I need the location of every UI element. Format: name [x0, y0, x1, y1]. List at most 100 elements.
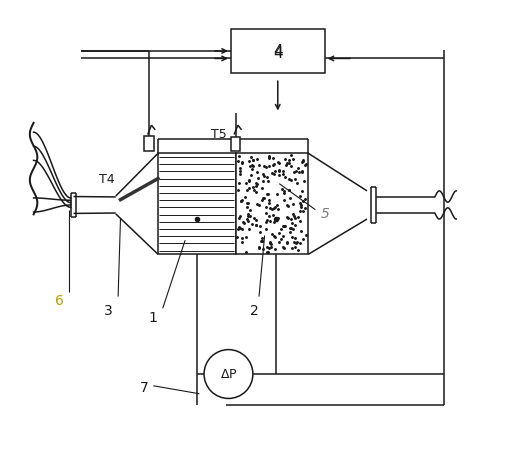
Point — [252, 216, 261, 223]
Point — [240, 219, 248, 227]
Point — [294, 246, 302, 253]
Point — [276, 167, 284, 174]
Point — [286, 225, 294, 232]
Point — [269, 219, 278, 226]
Point — [280, 222, 288, 229]
Point — [283, 213, 291, 221]
Point — [300, 178, 308, 185]
Point — [294, 164, 302, 171]
Point — [274, 205, 282, 212]
Point — [302, 231, 310, 239]
Point — [275, 238, 283, 246]
Point — [298, 168, 307, 176]
Point — [252, 188, 260, 195]
Point — [286, 215, 295, 223]
Point — [284, 214, 293, 222]
Point — [243, 200, 252, 207]
Point — [245, 177, 253, 184]
Point — [257, 237, 265, 244]
Point — [269, 211, 278, 219]
Point — [242, 186, 251, 194]
Point — [263, 217, 271, 224]
Point — [234, 158, 242, 165]
Point — [250, 187, 258, 194]
Point — [294, 213, 302, 221]
Point — [275, 159, 283, 167]
Point — [269, 233, 278, 240]
Point — [275, 166, 283, 174]
Point — [258, 196, 266, 203]
Bar — [144, 136, 154, 151]
Point — [252, 221, 261, 228]
Point — [244, 157, 253, 165]
Point — [291, 215, 299, 222]
Point — [247, 153, 255, 161]
Point — [275, 171, 283, 179]
Point — [248, 220, 256, 228]
Bar — [236, 154, 308, 254]
Point — [291, 175, 299, 183]
Point — [243, 199, 251, 207]
Point — [235, 153, 243, 160]
Point — [288, 244, 296, 252]
Point — [296, 217, 304, 224]
Point — [236, 170, 244, 178]
Point — [296, 199, 304, 206]
Point — [281, 173, 290, 180]
Point — [235, 179, 243, 187]
Text: 1: 1 — [149, 311, 158, 325]
Point — [266, 238, 274, 246]
Point — [249, 156, 257, 163]
Point — [244, 177, 253, 185]
Point — [264, 177, 272, 185]
Point — [263, 243, 271, 251]
Point — [283, 202, 291, 209]
Point — [265, 162, 274, 170]
Point — [285, 160, 293, 167]
Point — [238, 196, 246, 204]
Point — [255, 162, 263, 169]
Point — [273, 190, 281, 198]
Point — [298, 157, 307, 164]
Point — [258, 235, 266, 242]
Point — [301, 162, 309, 169]
Point — [284, 186, 293, 194]
Point — [262, 218, 270, 226]
Point — [296, 239, 304, 246]
Point — [270, 160, 278, 167]
Point — [271, 233, 280, 241]
Point — [254, 174, 262, 182]
Point — [300, 195, 309, 203]
Point — [287, 177, 296, 184]
Point — [238, 238, 247, 246]
Point — [238, 235, 246, 242]
Point — [270, 203, 279, 211]
Point — [289, 210, 297, 218]
Point — [277, 236, 285, 243]
Point — [296, 207, 305, 215]
Point — [264, 191, 272, 198]
Point — [279, 170, 287, 178]
Point — [273, 202, 281, 209]
Point — [262, 163, 270, 171]
Point — [236, 164, 244, 172]
Text: $\Delta$P: $\Delta$P — [220, 367, 237, 381]
Point — [298, 168, 306, 175]
Point — [289, 234, 297, 241]
Point — [274, 214, 282, 222]
Point — [246, 162, 254, 170]
Point — [242, 233, 251, 241]
Point — [241, 179, 250, 187]
Point — [258, 245, 267, 253]
Point — [297, 187, 306, 195]
Point — [252, 221, 261, 229]
Point — [253, 155, 262, 163]
Point — [279, 222, 287, 230]
Point — [298, 158, 307, 166]
Point — [267, 243, 276, 251]
Point — [291, 244, 299, 251]
Point — [293, 238, 301, 245]
Point — [286, 194, 295, 202]
Point — [267, 240, 275, 247]
Point — [263, 248, 271, 256]
